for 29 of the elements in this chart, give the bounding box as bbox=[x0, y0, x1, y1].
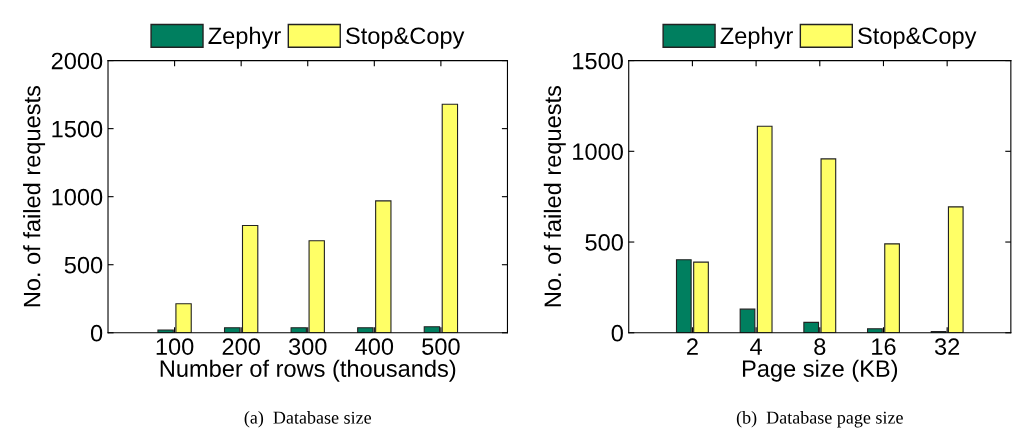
x-tick-label: 200 bbox=[222, 338, 260, 355]
x-tick-label: 500 bbox=[422, 338, 460, 355]
y-tick-label: 2000 bbox=[51, 52, 103, 70]
text: (b) Database page size bbox=[736, 411, 903, 428]
y-tick-label: 1000 bbox=[52, 188, 103, 206]
x-tick-label: 8 bbox=[814, 338, 826, 355]
legend-label: Zephyr bbox=[720, 26, 793, 49]
x-axis-title: Page size (KB) bbox=[742, 359, 898, 382]
x-tick-label: 32 bbox=[934, 338, 960, 355]
legend-label: Stop&Copy bbox=[858, 27, 977, 49]
x-tick-label: 300 bbox=[288, 338, 327, 355]
legend-label: Zephyr bbox=[208, 26, 281, 49]
y-tick-label: 1500 bbox=[52, 120, 103, 138]
x-tick-label: 100 bbox=[156, 338, 194, 355]
legend-label: Stop&Copy bbox=[346, 27, 465, 49]
y-tick-label: 0 bbox=[611, 324, 623, 342]
text: (a) Database size bbox=[244, 411, 372, 428]
y-tick-label: 0 bbox=[90, 324, 103, 342]
y-axis-title: No. of failed requests bbox=[23, 85, 46, 307]
x-tick-label: 400 bbox=[355, 338, 394, 355]
y-axis-title: No. of failed requests bbox=[543, 85, 566, 307]
y-tick-label: 500 bbox=[64, 256, 103, 274]
x-tick-label: 2 bbox=[687, 338, 698, 355]
y-tick-label: 1000 bbox=[573, 143, 623, 161]
x-tick-label: 4 bbox=[750, 338, 762, 355]
y-tick-label: 500 bbox=[585, 234, 623, 251]
x-axis-title: Number of rows (thousands) bbox=[160, 359, 456, 382]
y-tick-label: 1500 bbox=[573, 52, 623, 70]
x-tick-label: 16 bbox=[872, 338, 896, 355]
